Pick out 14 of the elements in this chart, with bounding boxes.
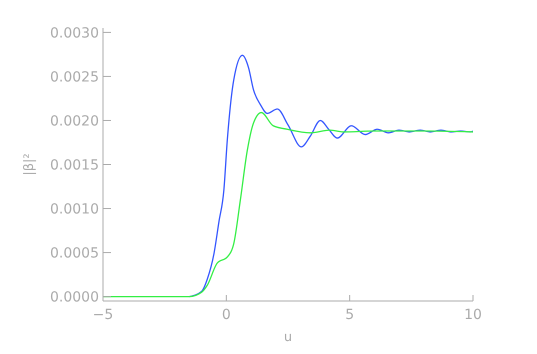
y-tick-label: 0.0030 [50,25,99,42]
y-tick-label: 0.0010 [50,202,99,218]
line-series [188,54,473,298]
y-tick-label: 0.0015 [50,157,99,174]
y-tick-label: 0.0020 [50,113,99,130]
x-axis-title: u [284,330,292,345]
x-tick-label: 0 [222,306,231,323]
y-tick-label: 0.0025 [50,69,99,86]
x-tick-label: 5 [345,306,354,323]
y-tick-label: 0.0005 [50,246,99,262]
x-tick-label: −5 [92,306,114,323]
x-tick-label: 10 [464,306,482,323]
y-tick-label: 0.0000 [50,290,99,306]
y-axis-title: |β|² [22,153,37,176]
